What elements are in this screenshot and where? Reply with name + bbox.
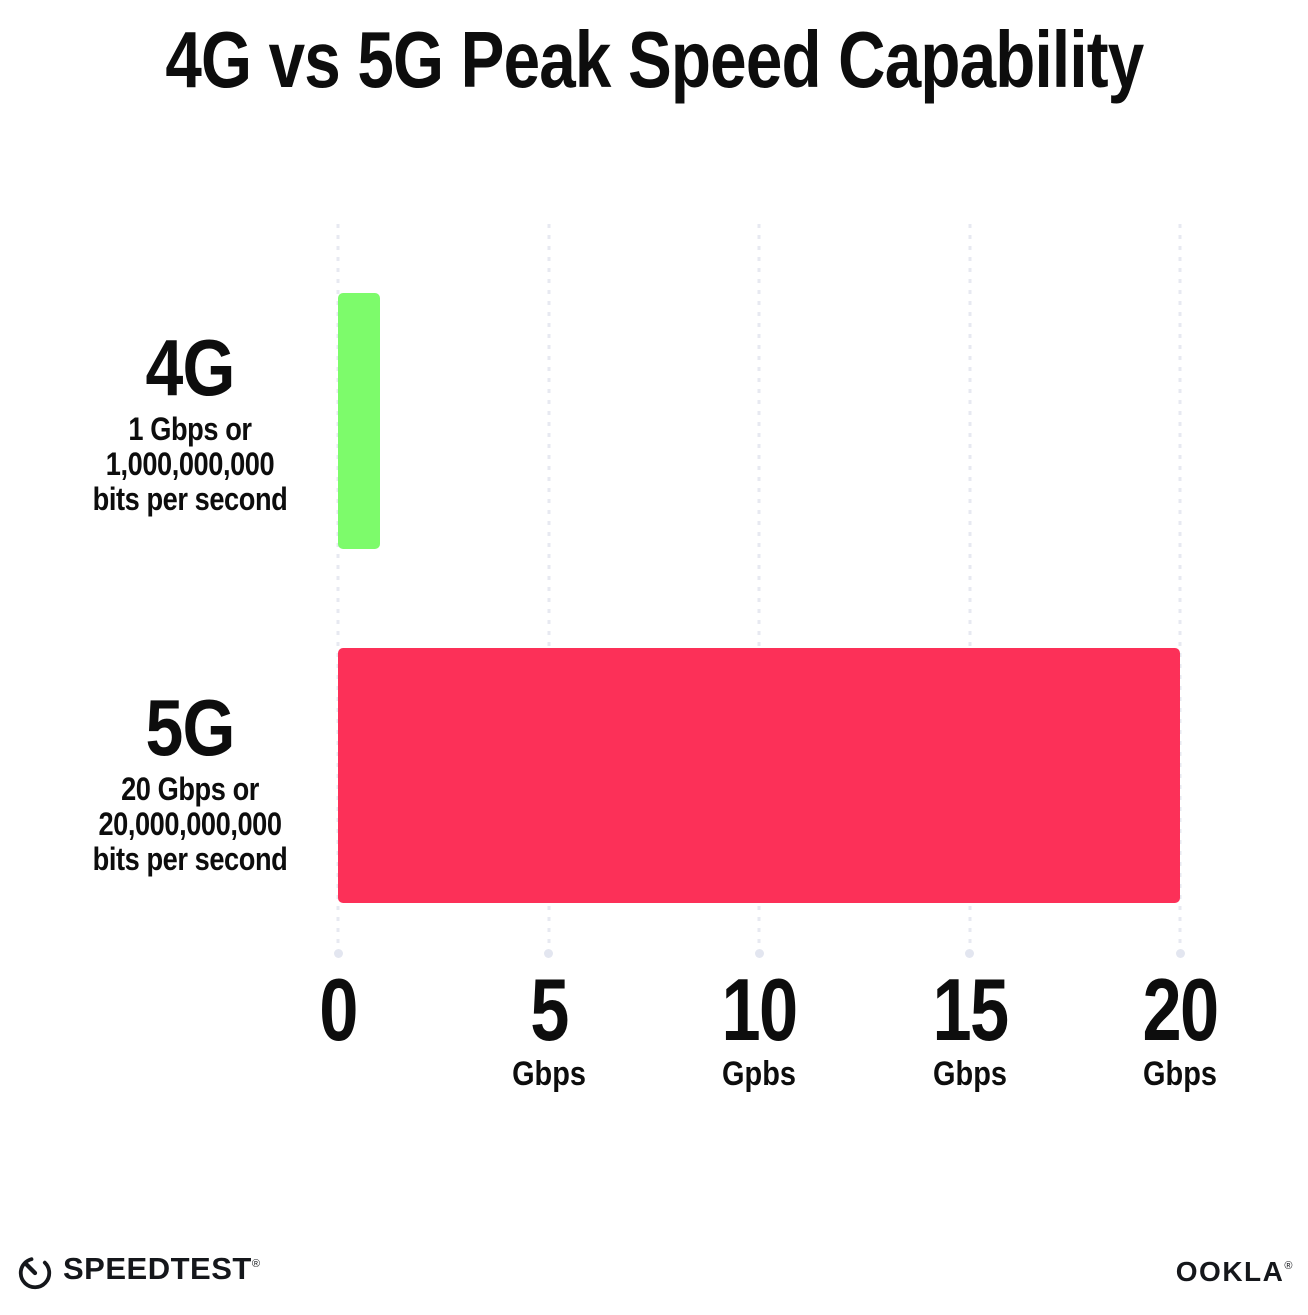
speedtest-logo: SPEEDTEST® xyxy=(16,1250,260,1295)
speedometer-icon xyxy=(18,1256,52,1289)
tick-number: 5 xyxy=(529,960,569,1059)
x-tick-20: 20 Gbps xyxy=(1133,960,1227,1093)
gridline-5 xyxy=(544,224,553,958)
gridline-end-dot xyxy=(544,949,553,958)
row-subtext-5g: 20 Gbps or 20,000,000,000 bits per secon… xyxy=(63,772,318,877)
page-title: 4G vs 5G Peak Speed Capability xyxy=(0,12,1308,108)
x-tick-10: 10 Gpbs xyxy=(712,960,806,1093)
row-subline: 1,000,000,000 xyxy=(105,446,275,482)
tick-number: 20 xyxy=(1142,960,1219,1059)
tick-number: 10 xyxy=(721,960,798,1059)
row-subline: 20 Gbps or xyxy=(121,771,259,807)
row-heading-5g: 5G xyxy=(145,683,235,772)
gridline-15 xyxy=(965,224,974,958)
row-subline: bits per second xyxy=(92,841,288,877)
page-title-text: 4G vs 5G Peak Speed Capability xyxy=(164,15,1144,104)
ookla-logo: OOKLA® xyxy=(1176,1256,1294,1294)
row-label-4g: 4G 1 Gbps or 1,000,000,000 bits per seco… xyxy=(40,328,340,517)
row-heading-4g: 4G xyxy=(145,323,235,412)
gridline-10 xyxy=(754,224,764,958)
gridline-0 xyxy=(333,224,343,958)
tick-number: 0 xyxy=(319,960,358,1059)
gridline-end-dot xyxy=(754,949,764,958)
x-axis: 0 5 Gbps 10 Gpbs 15 Gbps 20 Gbps xyxy=(319,960,1219,1118)
x-tick-5: 5 Gbps xyxy=(505,960,592,1093)
gridline-end-dot xyxy=(333,949,343,958)
registered-trademark: ® xyxy=(1284,1260,1294,1272)
speedtest-wordmark: SPEEDTEST® xyxy=(63,1251,261,1286)
gridline-20 xyxy=(1175,224,1185,958)
x-tick-0: 0 xyxy=(315,960,362,1059)
chart-plot xyxy=(333,224,1185,960)
gridline-end-dot xyxy=(965,949,974,958)
tick-unit: Gbps xyxy=(511,1055,586,1093)
tick-number: 15 xyxy=(931,960,1009,1059)
row-subline: bits per second xyxy=(92,481,288,517)
tick-unit: Gpbs xyxy=(722,1055,796,1093)
x-tick-15: 15 Gbps xyxy=(923,960,1017,1093)
row-subtext-4g: 1 Gbps or 1,000,000,000 bits per second xyxy=(63,412,318,517)
registered-trademark: ® xyxy=(251,1258,261,1270)
bar-5g xyxy=(338,648,1180,903)
gridline-end-dot xyxy=(1175,949,1185,958)
tick-unit: Gbps xyxy=(932,1055,1007,1093)
ookla-wordmark: OOKLA xyxy=(1175,1256,1285,1287)
row-subline: 20,000,000,000 xyxy=(98,806,282,842)
bar-4g xyxy=(338,293,381,549)
row-label-5g: 5G 20 Gbps or 20,000,000,000 bits per se… xyxy=(40,688,340,877)
tick-unit: Gbps xyxy=(1143,1055,1217,1093)
row-subline: 1 Gbps or xyxy=(128,411,252,447)
